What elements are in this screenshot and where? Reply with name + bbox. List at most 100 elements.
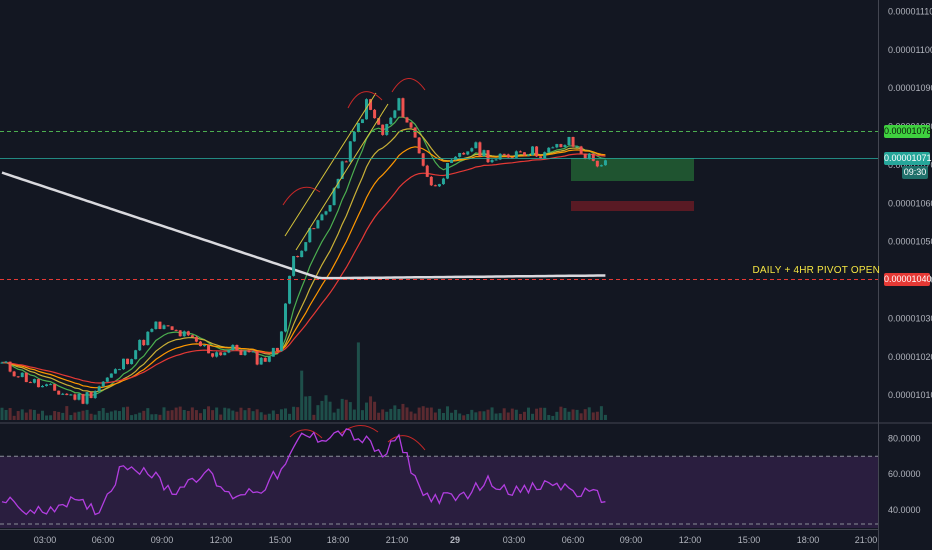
volume-bar — [255, 409, 259, 420]
volume-bar — [527, 407, 530, 420]
candle-body — [405, 117, 409, 123]
volume-bar — [166, 410, 170, 420]
volume-bar — [105, 412, 109, 420]
arc-annotation — [339, 425, 379, 435]
arc-annotation — [289, 429, 323, 439]
candle-body — [555, 144, 559, 148]
candle-body — [356, 123, 360, 132]
candle-body — [207, 345, 211, 354]
candle-body — [486, 150, 490, 163]
volume-bar — [340, 398, 344, 420]
volume-bar — [296, 407, 300, 420]
candle-body — [77, 393, 81, 400]
candle-body — [369, 99, 373, 110]
volume-bar — [591, 412, 595, 420]
candle-body — [583, 153, 587, 159]
volume-bar — [4, 409, 8, 420]
time-tick-label: 03:00 — [503, 535, 526, 545]
candle-body — [251, 351, 255, 353]
volume-bar — [32, 409, 36, 420]
volume-bar — [158, 414, 162, 420]
volume-bar — [247, 407, 251, 420]
volume-bar — [288, 413, 292, 420]
candle-body — [603, 160, 607, 166]
volume-bar — [138, 412, 142, 420]
volume-bar — [61, 412, 65, 420]
candle-body — [150, 328, 154, 332]
candle-body — [397, 98, 401, 111]
volume-bar — [535, 408, 539, 420]
candle-body — [292, 256, 296, 276]
candle-body — [324, 211, 328, 215]
volume-bar — [235, 411, 239, 420]
time-axis: 03:00 06:00 09:00 12:00 15:00 18:00 21:00 29 03:… — [34, 535, 878, 545]
candle-body — [158, 321, 162, 329]
volume-bar — [320, 400, 324, 420]
ma-long-line — [1, 171, 606, 280]
volume-bar — [446, 406, 449, 420]
volume-bar — [575, 409, 579, 420]
volume-bar — [433, 412, 437, 420]
volume-bar — [85, 409, 89, 420]
candle-body — [446, 162, 449, 179]
volume-bar — [231, 410, 235, 420]
volume-bar — [389, 408, 393, 420]
candle-body — [304, 242, 308, 251]
volume-bar — [113, 410, 117, 420]
volume-bar — [587, 407, 591, 420]
candle-body — [190, 335, 194, 338]
candle-body — [8, 361, 12, 372]
volume-bar — [599, 406, 603, 420]
volume-bar — [243, 410, 247, 420]
volume-bar — [8, 408, 12, 420]
candle-body — [401, 98, 405, 118]
candle-body — [381, 124, 385, 135]
volume-bar — [506, 412, 510, 420]
candle-body — [563, 145, 567, 148]
price-tick-label: 0.00001010 — [888, 390, 932, 400]
volume-bar — [312, 414, 316, 420]
candle-body — [332, 188, 336, 206]
price-tick-label: 0.00001050 — [888, 237, 932, 247]
volume-bar — [514, 409, 518, 420]
time-tick-label: 21:00 — [386, 535, 409, 545]
volume-bar — [142, 410, 146, 420]
candle-body — [255, 351, 259, 365]
candle-body — [490, 160, 494, 163]
candle-body — [271, 347, 275, 357]
volume-bar — [162, 407, 166, 420]
volume-bar — [73, 412, 77, 420]
volume-bar — [348, 402, 352, 420]
volume-bar — [324, 395, 328, 420]
candle-body — [166, 325, 170, 327]
volume-bar — [194, 410, 198, 420]
volume-bar — [190, 407, 194, 420]
time-tick-label: 09:00 — [620, 535, 643, 545]
candle-body — [527, 155, 530, 157]
volume-bar — [563, 408, 567, 420]
time-tick-label: 15:00 — [269, 535, 292, 545]
candle-body — [547, 147, 551, 153]
candle-body — [73, 394, 77, 400]
volume-bar — [421, 406, 425, 420]
volume-bar — [146, 408, 150, 420]
volume-bar — [377, 412, 381, 420]
volume-bar — [24, 412, 28, 420]
volume-bar — [454, 409, 458, 420]
candle-body — [215, 352, 219, 357]
candle-body — [312, 228, 316, 230]
candle-body — [65, 393, 69, 396]
volume-bar — [170, 410, 174, 420]
candle-body — [539, 156, 543, 159]
volume-bar — [284, 408, 287, 420]
candle-body — [360, 119, 364, 124]
candle-body — [579, 146, 583, 154]
stop-zone — [571, 201, 694, 211]
candle-body — [522, 152, 526, 156]
volume-bar — [304, 396, 308, 420]
volume-bar — [122, 407, 125, 420]
volume-bar — [267, 413, 271, 420]
candle-body — [231, 344, 235, 351]
volume-bar — [494, 413, 498, 420]
